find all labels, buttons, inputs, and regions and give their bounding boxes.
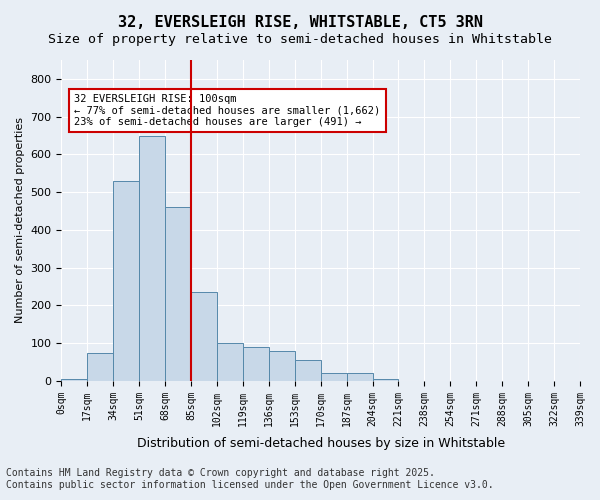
Bar xyxy=(165,207,191,381)
Bar xyxy=(191,292,217,381)
Bar xyxy=(243,347,269,381)
Bar xyxy=(88,352,113,381)
Text: Contains HM Land Registry data © Crown copyright and database right 2025.
Contai: Contains HM Land Registry data © Crown c… xyxy=(6,468,494,490)
Bar xyxy=(321,374,347,381)
Y-axis label: Number of semi-detached properties: Number of semi-detached properties xyxy=(15,118,25,324)
Bar xyxy=(113,181,139,381)
Text: 32, EVERSLEIGH RISE, WHITSTABLE, CT5 3RN: 32, EVERSLEIGH RISE, WHITSTABLE, CT5 3RN xyxy=(118,15,482,30)
Bar xyxy=(269,350,295,381)
Bar xyxy=(217,343,243,381)
Bar xyxy=(61,379,88,381)
Text: Size of property relative to semi-detached houses in Whitstable: Size of property relative to semi-detach… xyxy=(48,32,552,46)
Bar xyxy=(295,360,321,381)
X-axis label: Distribution of semi-detached houses by size in Whitstable: Distribution of semi-detached houses by … xyxy=(137,437,505,450)
Bar xyxy=(139,136,165,381)
Bar xyxy=(373,379,398,381)
Bar xyxy=(347,374,373,381)
Text: 32 EVERSLEIGH RISE: 100sqm
← 77% of semi-detached houses are smaller (1,662)
23%: 32 EVERSLEIGH RISE: 100sqm ← 77% of semi… xyxy=(74,94,380,127)
